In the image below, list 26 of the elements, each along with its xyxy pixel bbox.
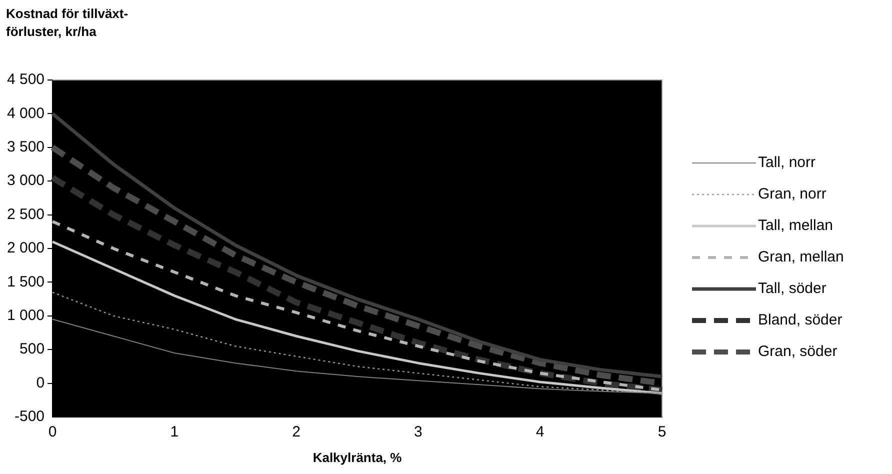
x-tick-label: 3: [414, 424, 422, 441]
y-tick-label: 1 000: [6, 307, 45, 324]
legend-label: Gran, mellan: [758, 248, 844, 266]
y-tick-label: -500: [14, 408, 45, 426]
y-tick-label: 2 500: [6, 206, 45, 223]
legend-label: Gran, söder: [758, 343, 838, 360]
chart-title: Kostnad för tillväxt- förluster, kr/ha: [6, 6, 128, 40]
legend-label: Gran, norr: [758, 186, 826, 203]
x-tick-label: 5: [658, 424, 666, 441]
x-tick-label: 1: [170, 424, 179, 441]
y-tick-label: 2 000: [6, 240, 45, 257]
y-tick-label: 3 500: [6, 138, 45, 156]
y-tick-label: 4 500: [6, 71, 45, 88]
x-tick-label: 4: [536, 424, 544, 441]
legend-label: Tall, norr: [758, 154, 816, 172]
y-tick-label: 0: [36, 374, 45, 392]
legend-label: Tall, mellan: [758, 217, 834, 234]
legend-label: Tall, söder: [758, 280, 826, 298]
y-tick-label: 1 500: [6, 273, 45, 290]
x-axis-title: Kalkylränta, %: [312, 450, 402, 466]
y-tick-label: 3 000: [6, 172, 45, 190]
x-tick-label: 2: [292, 424, 300, 441]
y-tick-label: 4 000: [6, 104, 45, 122]
y-tick-label: 500: [20, 340, 45, 358]
x-tick-label: 0: [48, 424, 57, 441]
legend-label: Bland, söder: [758, 312, 842, 329]
